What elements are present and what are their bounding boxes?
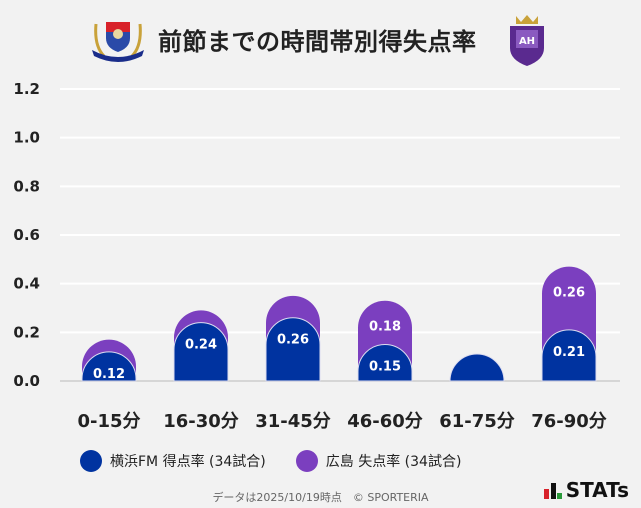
x-tick-label: 46-60分 [347, 411, 423, 432]
x-tick-label: 61-75分 [439, 411, 515, 432]
bar-home-46-60分 [357, 344, 413, 382]
stats-logo-icon [543, 483, 562, 499]
data-label-home: 0.24 [185, 338, 217, 353]
data-label-home: 0.12 [93, 367, 125, 382]
legend: 横浜FM 得点率 (34試合) 広島 失点率 (34試合) [80, 450, 461, 472]
legend-label-home: 横浜FM 得点率 (34試合) [110, 454, 266, 470]
legend-swatch-home [80, 450, 102, 472]
y-tick-label: 1.0 [13, 129, 40, 147]
y-tick-label: 0.2 [13, 323, 40, 341]
data-label-away: 0.26 [553, 286, 585, 301]
x-tick-label: 31-45分 [255, 411, 331, 432]
bar-home-0-15分 [81, 351, 137, 382]
data-label-home: 0.21 [553, 345, 585, 360]
y-tick-label: 0.0 [13, 372, 40, 390]
chart-title: 前節までの時間帯別得失点率 [158, 28, 477, 56]
stats-brand: STATs [543, 478, 629, 502]
y-tick-label: 0.6 [13, 226, 40, 244]
legend-item-away: 広島 失点率 (34試合) [295, 450, 462, 472]
bar-home-31-45分 [265, 317, 321, 382]
x-tick-label: 16-30分 [163, 411, 239, 432]
stats-label: STATs [565, 478, 629, 502]
y-tick-label: 1.2 [13, 80, 40, 98]
bar-home-76-90分 [541, 329, 597, 382]
bar-home-61-75分 [449, 353, 505, 382]
y-tick-label: 0.4 [13, 275, 40, 293]
legend-swatch-away [295, 450, 318, 472]
data-label-home: 0.15 [369, 360, 401, 375]
hiroshima-emblem-icon: AH [510, 15, 544, 66]
bar-chart: 0.0 0.2 0.4 0.6 0.8 1.0 1.2 0.12 0-15分 0.24 16-30分… [13, 80, 620, 432]
legend-item-home: 横浜FM 得点率 (34試合) [80, 450, 266, 472]
bar-home-16-30分 [173, 322, 229, 382]
data-label-home: 0.26 [277, 333, 309, 348]
x-tick-label: 0-15分 [77, 411, 140, 432]
yokohama-emblem-icon [92, 22, 144, 62]
svg-text:AH: AH [519, 36, 535, 47]
legend-label-away: 広島 失点率 (34試合) [325, 454, 462, 470]
x-tick-label: 76-90分 [531, 411, 607, 432]
footer-note: データは2025/10/19時点 © SPORTERIA [212, 491, 429, 504]
y-tick-label: 0.8 [13, 177, 40, 195]
data-label-away: 0.18 [369, 320, 401, 335]
